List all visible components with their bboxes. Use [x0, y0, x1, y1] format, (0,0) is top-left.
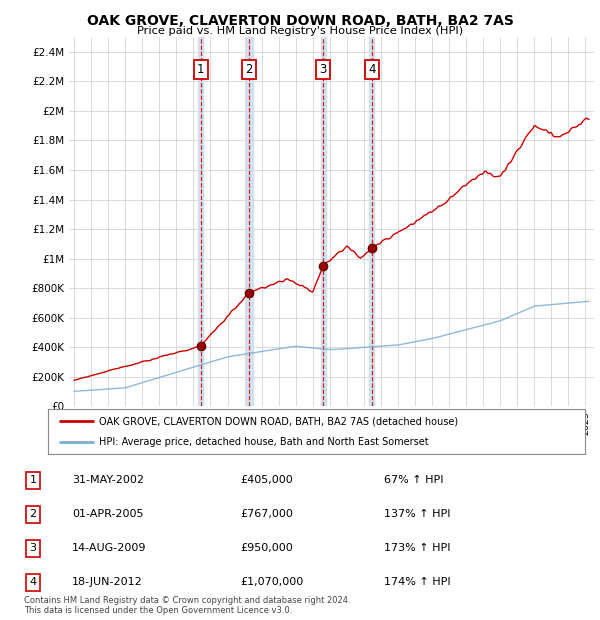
Text: 4: 4: [29, 577, 37, 588]
Text: 173% ↑ HPI: 173% ↑ HPI: [384, 543, 451, 554]
Text: £767,000: £767,000: [240, 509, 293, 520]
Text: £405,000: £405,000: [240, 475, 293, 485]
Text: £1,070,000: £1,070,000: [240, 577, 303, 588]
Bar: [197, 37, 203, 406]
Text: 18-JUN-2012: 18-JUN-2012: [72, 577, 143, 588]
Bar: [320, 37, 326, 406]
Text: 14-AUG-2009: 14-AUG-2009: [72, 543, 146, 554]
Text: Contains HM Land Registry data © Crown copyright and database right 2024.
This d: Contains HM Land Registry data © Crown c…: [24, 596, 350, 615]
Text: Price paid vs. HM Land Registry's House Price Index (HPI): Price paid vs. HM Land Registry's House …: [137, 26, 463, 36]
Text: 1: 1: [197, 63, 205, 76]
Text: 01-APR-2005: 01-APR-2005: [72, 509, 143, 520]
Text: 137% ↑ HPI: 137% ↑ HPI: [384, 509, 451, 520]
Text: 3: 3: [320, 63, 327, 76]
Bar: [246, 37, 253, 406]
Text: OAK GROVE, CLAVERTON DOWN ROAD, BATH, BA2 7AS: OAK GROVE, CLAVERTON DOWN ROAD, BATH, BA…: [86, 14, 514, 28]
Text: HPI: Average price, detached house, Bath and North East Somerset: HPI: Average price, detached house, Bath…: [99, 436, 428, 447]
Text: 31-MAY-2002: 31-MAY-2002: [72, 475, 144, 485]
Bar: [369, 37, 374, 406]
Text: 67% ↑ HPI: 67% ↑ HPI: [384, 475, 443, 485]
Text: 1: 1: [29, 475, 37, 485]
Text: 2: 2: [29, 509, 37, 520]
Text: 4: 4: [368, 63, 376, 76]
Text: 3: 3: [29, 543, 37, 554]
Text: 2: 2: [245, 63, 253, 76]
Text: OAK GROVE, CLAVERTON DOWN ROAD, BATH, BA2 7AS (detached house): OAK GROVE, CLAVERTON DOWN ROAD, BATH, BA…: [99, 416, 458, 427]
Text: 174% ↑ HPI: 174% ↑ HPI: [384, 577, 451, 588]
Text: £950,000: £950,000: [240, 543, 293, 554]
